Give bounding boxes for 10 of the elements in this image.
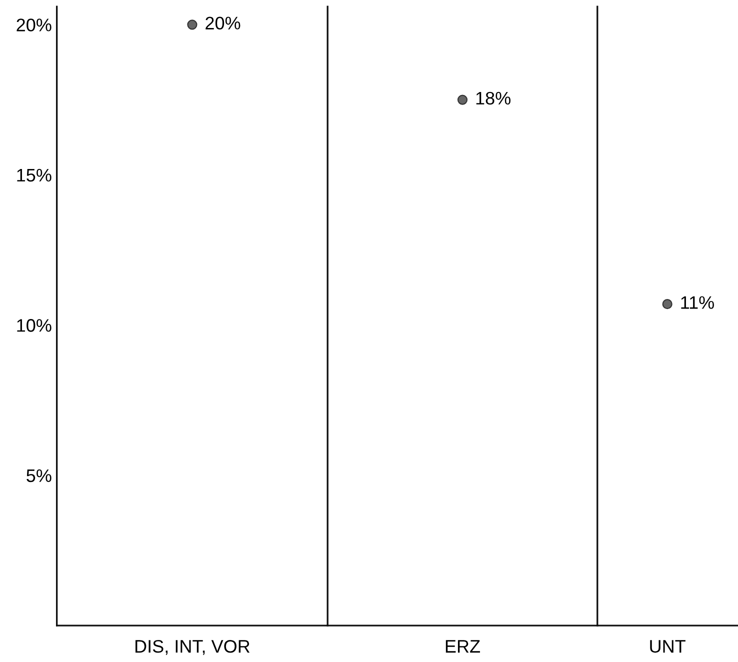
data-label: 18% bbox=[476, 92, 510, 105]
data-label: 20% bbox=[206, 16, 240, 30]
y-tick-label: 15% bbox=[17, 168, 52, 182]
y-tick-label: 10% bbox=[17, 319, 52, 332]
x-tick-label: ERZ bbox=[446, 640, 480, 653]
x-tick-label: DIS, INT, VOR bbox=[136, 640, 250, 655]
y-tick-label: 5% bbox=[26, 469, 52, 482]
x-tick-label: UNT bbox=[650, 640, 686, 653]
data-label: 11% bbox=[681, 296, 714, 309]
y-tick-label: 20% bbox=[16, 18, 52, 32]
